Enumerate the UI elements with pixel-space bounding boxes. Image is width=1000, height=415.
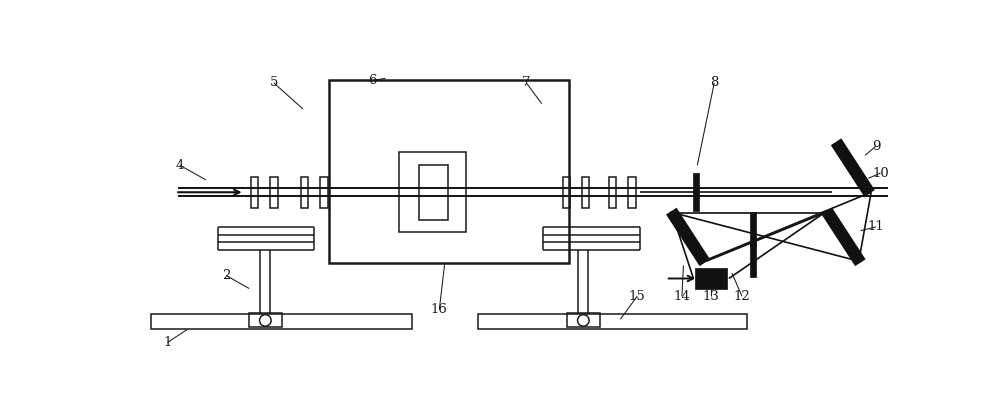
Bar (750, 212, 756, 246)
Bar (695, 268, 727, 289)
Bar (251, 177, 258, 208)
Bar (399, 152, 466, 232)
Bar (567, 313, 600, 327)
Text: 1: 1 (163, 336, 172, 349)
Bar (270, 177, 278, 208)
Bar (419, 164, 448, 220)
Text: 2: 2 (222, 269, 230, 282)
Bar (151, 314, 412, 330)
Bar (582, 177, 589, 208)
Bar (329, 80, 569, 263)
Bar (478, 314, 747, 330)
Text: 11: 11 (868, 220, 884, 233)
Text: 7: 7 (522, 76, 531, 89)
Text: 6: 6 (368, 74, 377, 87)
Bar (609, 177, 616, 208)
Text: 9: 9 (872, 139, 880, 153)
Bar (301, 177, 308, 208)
Bar (249, 313, 282, 327)
Text: 16: 16 (431, 303, 448, 316)
Text: 4: 4 (176, 159, 184, 172)
Text: 13: 13 (703, 290, 720, 303)
Bar (628, 177, 636, 208)
Bar (563, 177, 570, 208)
Text: 12: 12 (734, 290, 750, 303)
Text: 8: 8 (710, 76, 718, 89)
Bar (320, 177, 328, 208)
Bar (693, 173, 699, 212)
Text: 15: 15 (629, 290, 646, 303)
Text: 14: 14 (674, 290, 690, 303)
Text: 10: 10 (872, 166, 889, 180)
Text: 5: 5 (270, 76, 278, 89)
Bar (750, 243, 756, 277)
